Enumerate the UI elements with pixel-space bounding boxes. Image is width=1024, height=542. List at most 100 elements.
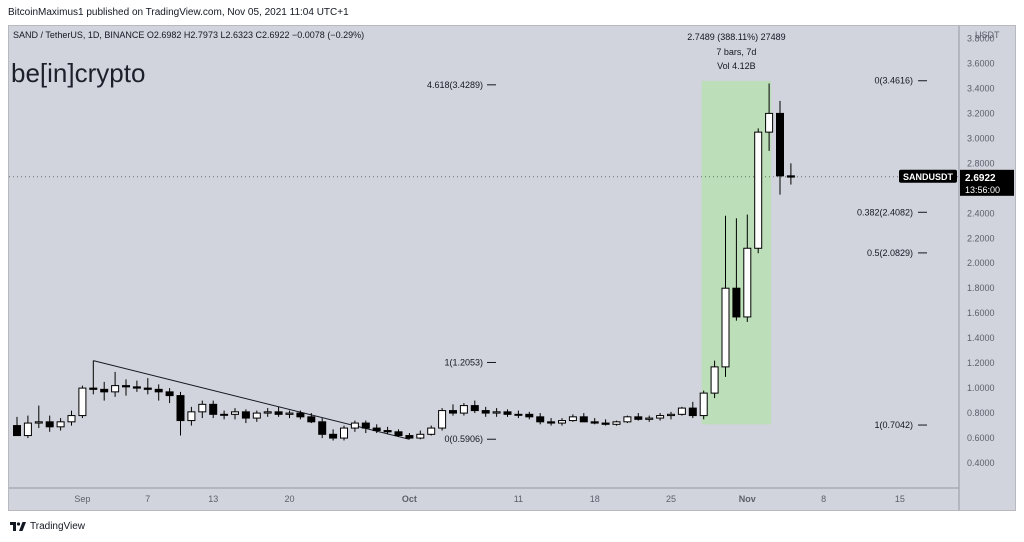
candle[interactable]	[318, 418, 327, 439]
candle[interactable]	[165, 388, 174, 404]
symbol-l-label: L	[220, 30, 225, 40]
symbol-pair: SAND / TetherUS, 1D, BINANCE	[13, 30, 147, 40]
candle[interactable]	[231, 408, 239, 420]
candle[interactable]	[187, 406, 196, 426]
candle[interactable]	[23, 415, 32, 439]
candle[interactable]	[285, 410, 294, 419]
candle-body	[361, 422, 370, 429]
price-axis-layer: 3.80003.60003.40003.20003.00002.80002.60…	[9, 26, 1014, 510]
candle[interactable]	[198, 400, 207, 419]
candle-body	[536, 416, 545, 423]
candle[interactable]	[416, 430, 425, 440]
candlestick-chart[interactable]: 2.7489 (388.11%) 27489 7 bars, 7d Vol 4.12…	[9, 26, 1015, 510]
candle-body	[645, 417, 654, 420]
candle[interactable]	[612, 420, 621, 426]
price-axis-tick: 2.0000	[967, 258, 995, 268]
candle[interactable]	[100, 381, 109, 401]
candle-body	[89, 387, 98, 390]
candle[interactable]	[394, 429, 403, 437]
candle[interactable]	[547, 418, 556, 426]
candle[interactable]	[132, 380, 141, 392]
candle[interactable]	[329, 429, 338, 441]
candle[interactable]	[688, 401, 697, 419]
candle[interactable]	[786, 163, 795, 185]
candle[interactable]	[623, 415, 632, 424]
candle[interactable]	[252, 410, 261, 422]
price-axis-tick: 3.0000	[967, 133, 995, 143]
candle-body	[612, 421, 621, 425]
candle[interactable]	[67, 410, 76, 426]
candle-body	[786, 175, 795, 178]
price-axis-tick: 1.6000	[967, 308, 995, 318]
candle[interactable]	[307, 413, 316, 424]
candle[interactable]	[34, 405, 43, 429]
candle[interactable]	[525, 411, 534, 420]
candle[interactable]	[209, 400, 218, 419]
candle-body	[383, 430, 392, 433]
candle[interactable]	[122, 379, 130, 396]
candle[interactable]	[296, 410, 305, 420]
candle[interactable]	[754, 128, 763, 254]
candle[interactable]	[176, 391, 185, 436]
candle-body	[405, 435, 414, 439]
candle[interactable]	[459, 403, 468, 416]
candle[interactable]	[503, 409, 512, 417]
candle[interactable]	[56, 418, 65, 431]
candle[interactable]	[89, 360, 98, 395]
chart-panel[interactable]: 2.7489 (388.11%) 27489 7 bars, 7d Vol 4.12…	[8, 25, 1016, 511]
price-range-box-layer	[9, 26, 959, 510]
candle[interactable]	[634, 413, 643, 421]
candle[interactable]	[601, 419, 610, 426]
candle[interactable]	[667, 411, 675, 420]
candle[interactable]	[732, 218, 741, 321]
candle[interactable]	[438, 408, 447, 431]
candle[interactable]	[372, 424, 381, 434]
candle-body	[525, 413, 534, 418]
candle[interactable]	[350, 420, 359, 432]
candle[interactable]	[699, 390, 708, 420]
candle[interactable]	[514, 410, 523, 419]
candle[interactable]	[558, 418, 566, 426]
candles-layer	[13, 83, 795, 441]
candle[interactable]	[492, 408, 501, 417]
candle[interactable]	[568, 414, 577, 422]
candle[interactable]	[743, 214, 752, 322]
candle[interactable]	[677, 406, 686, 416]
candle[interactable]	[263, 408, 272, 417]
tradingview-brand[interactable]: TradingView	[30, 521, 86, 532]
candle[interactable]	[590, 418, 599, 425]
fib-level-label: 4.618(3.4289)	[427, 80, 483, 90]
candle[interactable]	[721, 215, 730, 377]
candle[interactable]	[536, 413, 545, 425]
candle-body	[667, 413, 675, 417]
candle[interactable]	[154, 384, 163, 401]
candle[interactable]	[765, 83, 774, 151]
published-by-line: BitcoinMaximus1 published on TradingView…	[8, 7, 349, 18]
candle[interactable]	[481, 406, 490, 417]
candle[interactable]	[13, 416, 21, 437]
candle[interactable]	[340, 425, 348, 441]
candle-body	[329, 433, 338, 439]
candle[interactable]	[220, 410, 229, 420]
candle[interactable]	[111, 371, 120, 397]
candle[interactable]	[45, 415, 54, 432]
candle[interactable]	[776, 100, 784, 195]
candle[interactable]	[645, 415, 654, 422]
candle[interactable]	[710, 360, 719, 399]
candle-body	[13, 425, 21, 437]
candle[interactable]	[470, 400, 479, 414]
candle[interactable]	[449, 404, 457, 416]
candle[interactable]	[579, 413, 588, 423]
candle[interactable]	[361, 420, 370, 434]
candle[interactable]	[274, 406, 283, 417]
fib-level-label: 0.382(2.4082)	[857, 207, 913, 217]
tradingview-logo-icon[interactable]	[10, 521, 26, 532]
plot-area	[9, 26, 959, 510]
candle[interactable]	[78, 385, 87, 419]
candle[interactable]	[427, 425, 436, 436]
candle[interactable]	[143, 378, 152, 395]
candle[interactable]	[383, 426, 392, 435]
candle[interactable]	[656, 413, 665, 421]
candle[interactable]	[405, 433, 414, 440]
candle[interactable]	[241, 409, 250, 424]
